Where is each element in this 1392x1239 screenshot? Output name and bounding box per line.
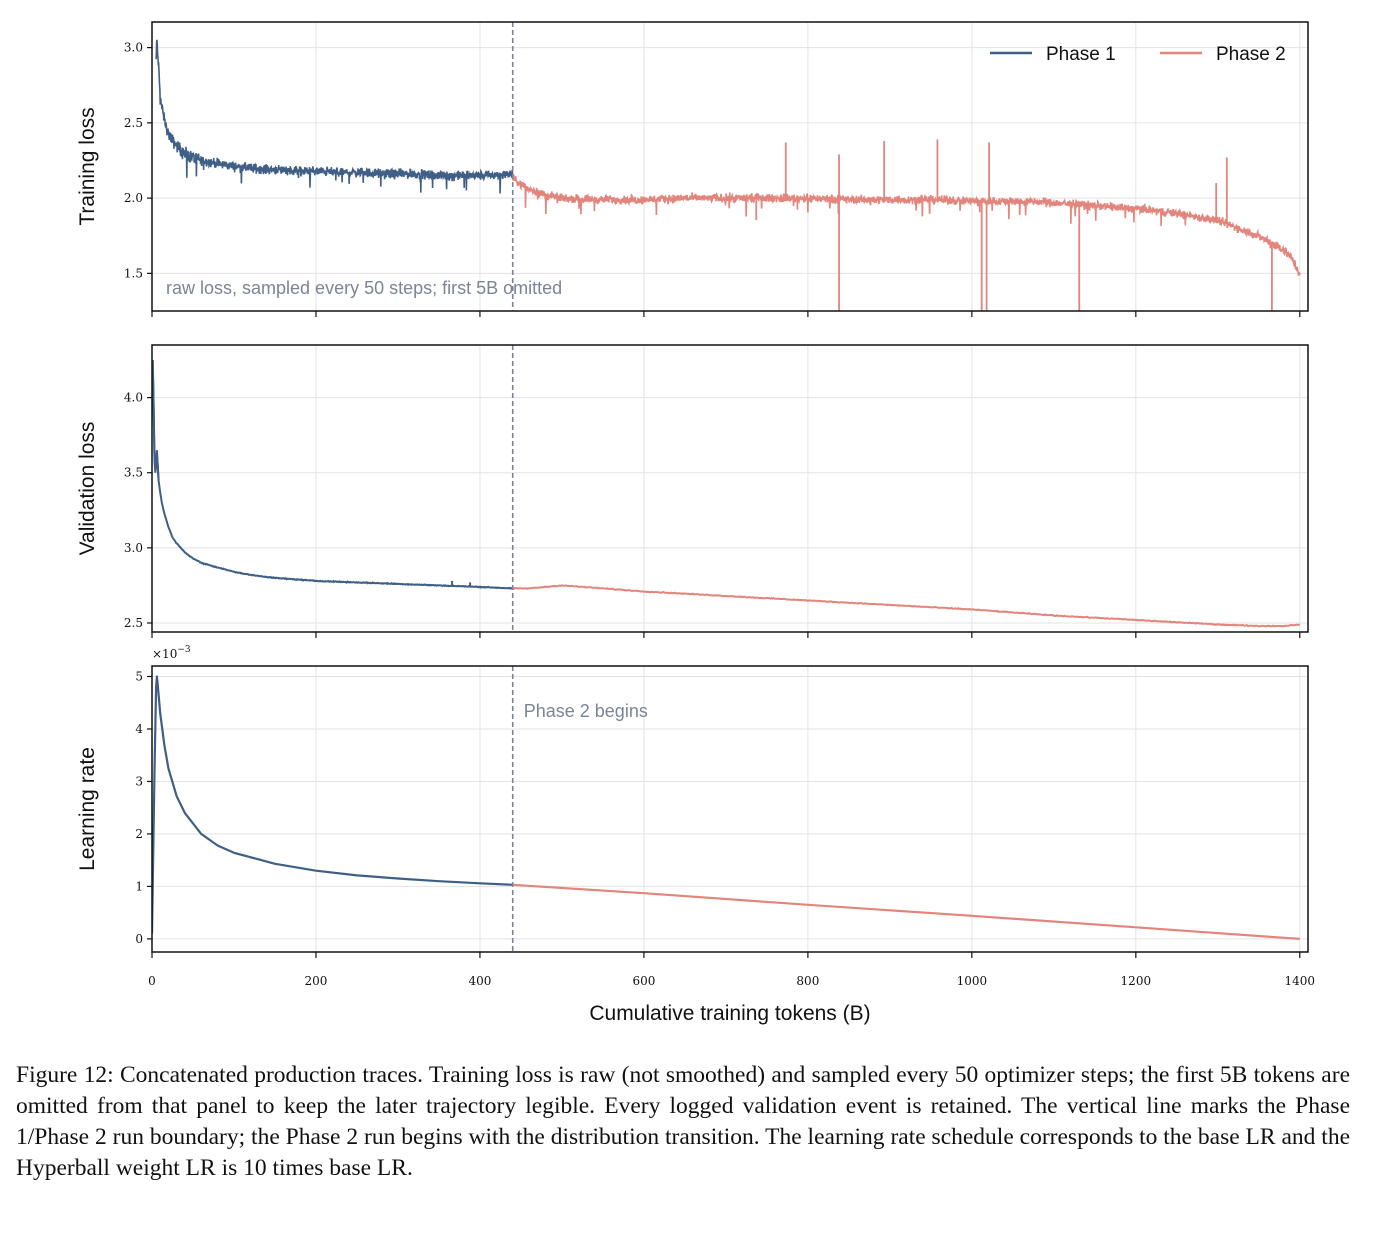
y-tick-label: 4	[135, 722, 143, 736]
y-axis-label: Learning rate	[76, 747, 99, 871]
x-tick-label: 600	[632, 974, 655, 988]
axes-frame	[151, 665, 1309, 953]
y-scale-multiplier: ×10−3	[152, 645, 191, 661]
y-tick-label: 1	[135, 879, 143, 893]
legend: Phase 1 Phase 2	[990, 44, 1286, 65]
y-tick-label: 0	[135, 932, 143, 946]
y-tick-label: 3.5	[124, 466, 143, 480]
y-tick-label: 2	[135, 827, 143, 841]
plot-area	[152, 359, 1300, 628]
x-tick-label: 200	[305, 974, 328, 988]
series-phase-1-line	[152, 675, 513, 934]
phase-2-begins-note: Phase 2 begins	[524, 701, 648, 721]
figure-caption: Figure 12: Concatenated production trace…	[16, 1062, 1350, 1181]
series-phase-2-line	[512, 584, 1300, 628]
y-axis-label: Validation loss	[76, 422, 99, 556]
y-scale-exponent: −3	[177, 645, 191, 655]
axes-frame	[151, 344, 1309, 633]
x-tick-label: 0	[148, 974, 156, 988]
x-axis-label: Cumulative training tokens (B)	[589, 1002, 870, 1025]
series-phase-2-line	[512, 883, 1300, 940]
y-tick-label: 2.0	[124, 191, 143, 205]
figure-canvas: 1.5 2.0 2.5 3.0 Training loss raw loss, sampl…	[76, 21, 1315, 1025]
x-tick-label: 800	[796, 974, 819, 988]
series-phase-2-line	[511, 174, 1301, 276]
y-axis-label: Training loss	[76, 107, 99, 225]
x-tick-label: 400	[468, 974, 491, 988]
legend-label-phase-2: Phase 2	[1216, 44, 1286, 65]
panel-learning-rate: 0 1 2 3 4 5 0 200 400 600 800 1000 1200 1400 Learning …	[76, 645, 1315, 1025]
axes-frame	[151, 21, 1309, 312]
y-tick-label: 5	[135, 669, 143, 683]
y-tick-label: 2.5	[124, 116, 143, 130]
y-tick-label: 2.5	[124, 616, 143, 630]
y-tick-label: 3	[135, 774, 143, 788]
y-tick-label: 3.0	[124, 41, 143, 55]
plot-area	[152, 675, 1300, 940]
y-tick-label: 4.0	[124, 391, 143, 405]
y-tick-label: 1.5	[124, 266, 143, 280]
series-phase-1-line	[152, 367, 514, 590]
x-tick-label: 1400	[1285, 974, 1316, 988]
x-tick-label: 1000	[957, 974, 988, 988]
sampling-note: raw loss, sampled every 50 steps; first …	[166, 278, 562, 298]
plot-area	[155, 39, 1301, 311]
legend-label-phase-1: Phase 1	[1046, 44, 1116, 65]
panel-training-loss: 1.5 2.0 2.5 3.0 Training loss raw loss, sampl…	[76, 21, 1309, 317]
panel-validation-loss: 2.5 3.0 3.5 4.0 Validation loss	[76, 344, 1309, 638]
validation-early-transient	[152, 359, 160, 481]
x-tick-label: 1200	[1121, 974, 1152, 988]
series-phase-1-line	[155, 39, 514, 194]
y-tick-label: 3.0	[124, 541, 143, 555]
